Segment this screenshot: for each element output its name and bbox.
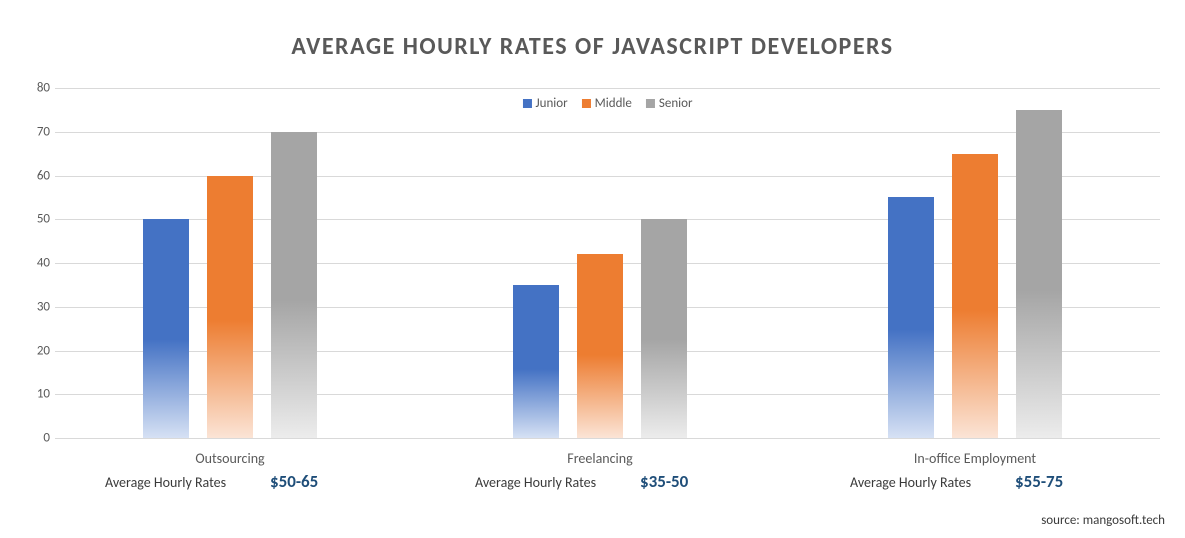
bar-in-office-employment-middle xyxy=(952,154,998,438)
chart-plot-area: Junior Middle Senior 01020304050607080Ou… xyxy=(55,88,1160,438)
rate-value: $35-50 xyxy=(640,471,688,492)
legend-swatch-middle xyxy=(582,99,591,108)
category-label: In-office Employment xyxy=(914,450,1036,467)
legend-item-junior: Junior xyxy=(522,96,567,111)
y-axis-label: 30 xyxy=(22,299,50,314)
bar-freelancing-middle xyxy=(577,254,623,438)
bar-in-office-employment-senior xyxy=(1016,110,1062,438)
y-axis-label: 20 xyxy=(22,343,50,358)
y-axis-label: 40 xyxy=(22,256,50,271)
bar-freelancing-senior xyxy=(641,219,687,438)
legend-label-junior: Junior xyxy=(535,96,567,111)
legend-item-senior: Senior xyxy=(646,96,693,111)
bar-outsourcing-senior xyxy=(271,132,317,438)
gridline xyxy=(55,88,1160,89)
y-axis-label: 80 xyxy=(22,81,50,96)
legend-label-senior: Senior xyxy=(659,96,693,111)
y-axis-label: 70 xyxy=(22,124,50,139)
rate-caption: Average Hourly Rates xyxy=(475,474,596,491)
rate-caption: Average Hourly Rates xyxy=(850,474,971,491)
gridline xyxy=(55,438,1160,439)
legend-swatch-junior xyxy=(522,99,531,108)
y-axis-label: 50 xyxy=(22,212,50,227)
rate-value: $50-65 xyxy=(270,471,318,492)
legend-item-middle: Middle xyxy=(582,96,632,111)
rate-value: $55-75 xyxy=(1015,471,1063,492)
chart-title: AVERAGE HOURLY RATES OF JAVASCRIPT DEVEL… xyxy=(0,0,1185,61)
y-axis-label: 10 xyxy=(22,387,50,402)
category-label: Outsourcing xyxy=(195,450,264,467)
rate-caption: Average Hourly Rates xyxy=(105,474,226,491)
bar-outsourcing-middle xyxy=(207,176,253,439)
legend-label-middle: Middle xyxy=(595,96,632,111)
legend: Junior Middle Senior xyxy=(522,96,692,111)
y-axis-label: 60 xyxy=(22,168,50,183)
bar-outsourcing-junior xyxy=(143,219,189,438)
legend-swatch-senior xyxy=(646,99,655,108)
bar-in-office-employment-junior xyxy=(888,197,934,438)
bar-freelancing-junior xyxy=(513,285,559,438)
y-axis-label: 0 xyxy=(22,431,50,446)
gridline xyxy=(55,132,1160,133)
category-label: Freelancing xyxy=(567,450,632,467)
source-label: source: mangosoft.tech xyxy=(1041,513,1165,528)
